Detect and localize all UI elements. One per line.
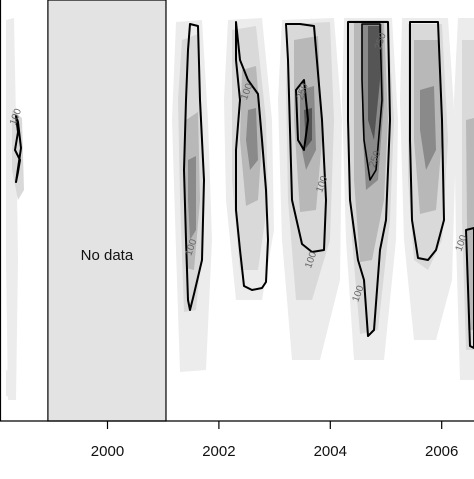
- contour-line-0: [14, 115, 22, 183]
- contour-lines-layer: [14, 21, 474, 349]
- shade-band-0: [6, 18, 18, 400]
- axes-layer: 2000 2002 2004 2006: [0, 0, 474, 460]
- contour-line-5: [347, 21, 391, 337]
- shade-band-10: [246, 108, 258, 170]
- x-tick-label-2000: 2000: [91, 443, 124, 460]
- contour-label-0: 100: [8, 107, 24, 127]
- contour-label-2: 100: [239, 82, 255, 102]
- no-data-label: No data: [81, 247, 134, 264]
- contour-line-1: [183, 23, 205, 311]
- contour-line-2: [235, 21, 269, 291]
- x-tick-label-2002: 2002: [202, 443, 235, 460]
- contour-label-8: 250: [373, 31, 389, 51]
- contour-line-3: [285, 23, 327, 253]
- contour-line-6: [361, 23, 383, 181]
- contour-label-6: 100: [454, 233, 470, 253]
- shade-band-2: [6, 370, 12, 398]
- contour-label-4: 100: [303, 250, 319, 270]
- shade-band-20: [368, 26, 380, 140]
- no-data-layer: No data: [47, 0, 167, 422]
- shade-band-6: [188, 156, 196, 240]
- contour-line-8: [465, 227, 474, 349]
- contour-line-4: [295, 79, 309, 151]
- x-tick-label-2006: 2006: [425, 443, 458, 460]
- contour-label-5: 100: [351, 284, 367, 304]
- shade-band-24: [420, 86, 436, 170]
- contour-label-3: 100: [314, 174, 330, 194]
- no-data-region: [47, 0, 167, 422]
- contour-label-7: 250: [295, 82, 311, 102]
- contour-line-7: [409, 21, 445, 261]
- contour-label-9: 250: [367, 149, 383, 169]
- x-tick-label-2004: 2004: [314, 443, 347, 460]
